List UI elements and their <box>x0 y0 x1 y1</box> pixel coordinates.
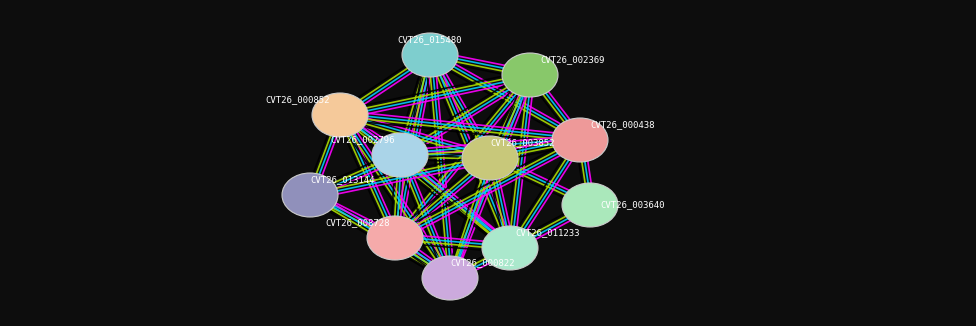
Text: CVT26_015480: CVT26_015480 <box>398 36 463 45</box>
Ellipse shape <box>282 173 338 217</box>
Text: CVT26_002369: CVT26_002369 <box>540 55 604 65</box>
Text: CVT26_008728: CVT26_008728 <box>326 218 390 228</box>
Ellipse shape <box>502 53 558 97</box>
Ellipse shape <box>312 93 368 137</box>
Ellipse shape <box>462 136 518 180</box>
Ellipse shape <box>367 216 423 260</box>
Ellipse shape <box>422 256 478 300</box>
Text: CVT26_013144: CVT26_013144 <box>310 175 375 185</box>
Ellipse shape <box>562 183 618 227</box>
Text: CVT26_000822: CVT26_000822 <box>450 259 514 268</box>
Text: CVT26_000438: CVT26_000438 <box>590 121 655 129</box>
Text: CVT26_002796: CVT26_002796 <box>331 136 395 144</box>
Ellipse shape <box>552 118 608 162</box>
Ellipse shape <box>482 226 538 270</box>
Ellipse shape <box>372 133 428 177</box>
Ellipse shape <box>402 33 458 77</box>
Text: CVT26_003852: CVT26_003852 <box>490 139 554 147</box>
Text: CVT26_011233: CVT26_011233 <box>515 229 580 238</box>
Text: CVT26_003640: CVT26_003640 <box>600 200 665 210</box>
Text: CVT26_000852: CVT26_000852 <box>265 96 330 105</box>
